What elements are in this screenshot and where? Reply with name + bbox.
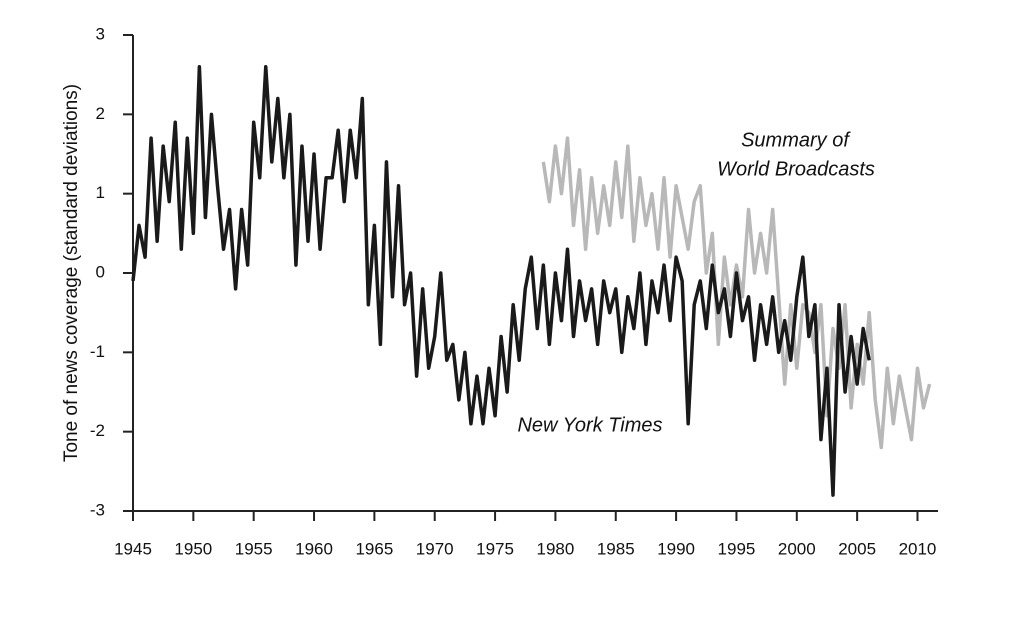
annotation: Summary of xyxy=(741,129,851,151)
series-line xyxy=(541,136,932,450)
y-tick-label: 0 xyxy=(96,262,105,281)
x-tick-label: 1970 xyxy=(416,539,454,558)
x-tick-label: 1995 xyxy=(718,539,756,558)
x-tick-label: 1960 xyxy=(295,539,333,558)
x-tick-label: 1945 xyxy=(114,539,152,558)
annotation: New York Times xyxy=(517,414,662,436)
x-tick-label: 1975 xyxy=(476,539,514,558)
x-tick-label: 2000 xyxy=(778,539,816,558)
x-tick-label: 1950 xyxy=(174,539,212,558)
y-tick-label: -1 xyxy=(90,342,105,361)
annotation: World Broadcasts xyxy=(717,158,875,180)
x-tick-label: 1955 xyxy=(235,539,273,558)
y-tick-label: 1 xyxy=(96,183,105,202)
y-tick-label: 2 xyxy=(96,104,105,123)
x-tick-label: 1965 xyxy=(355,539,393,558)
y-axis-label: Tone of news coverage (standard deviatio… xyxy=(61,84,82,462)
y-tick-label: -2 xyxy=(90,421,105,440)
x-tick-label: 2005 xyxy=(838,539,876,558)
y-tick-label: 3 xyxy=(96,24,105,43)
series-line xyxy=(131,64,871,497)
x-tick-label: 1980 xyxy=(536,539,574,558)
x-tick-label: 2010 xyxy=(899,539,937,558)
x-tick-label: 1985 xyxy=(597,539,635,558)
x-tick-label: 1990 xyxy=(657,539,695,558)
y-tick-label: -3 xyxy=(90,500,105,519)
